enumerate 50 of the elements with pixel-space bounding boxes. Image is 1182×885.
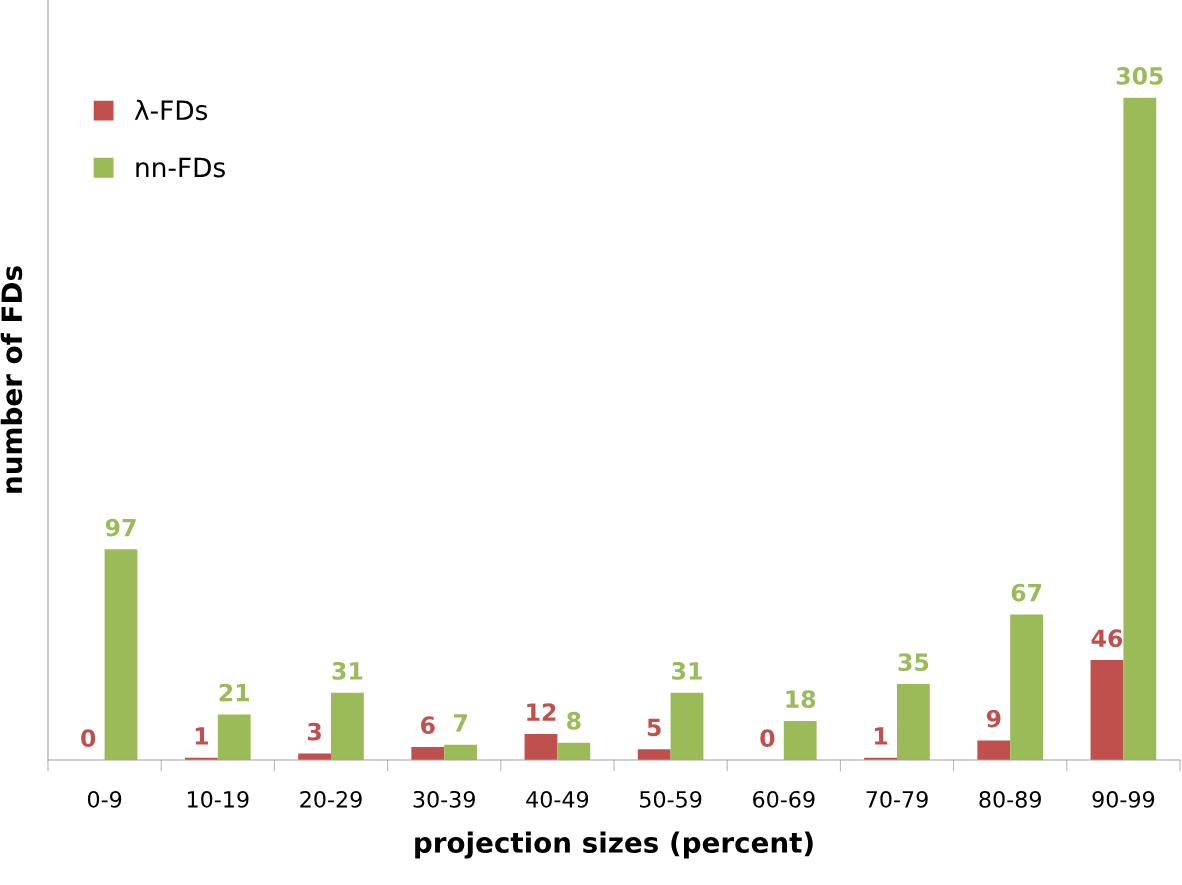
x-tick-label: 20-29	[300, 790, 362, 808]
x-tick-label: 90-99	[1092, 790, 1155, 808]
x-tick-label: 40-49	[526, 790, 589, 808]
bar	[783, 720, 817, 760]
bar	[1010, 614, 1044, 760]
legend-label: nn-FDs	[136, 157, 225, 178]
data-label: 97	[105, 518, 136, 537]
data-label: 1	[875, 727, 888, 745]
bar	[1123, 97, 1157, 760]
data-label: 31	[332, 661, 363, 680]
x-tick-label: 10-19	[187, 790, 249, 808]
x-tick-label: 80-89	[979, 790, 1041, 808]
x-tick-label: 70-79	[866, 790, 928, 808]
data-label: 305	[1116, 66, 1163, 85]
bar	[411, 746, 445, 760]
data-label: 18	[786, 690, 816, 709]
data-label: 9	[986, 709, 1001, 728]
bar	[524, 733, 558, 760]
data-label: 8	[567, 711, 581, 730]
data-label: 1	[195, 727, 208, 745]
bar	[637, 749, 671, 760]
data-label: 0	[81, 729, 96, 748]
x-axis-title: projection sizes (percent)	[415, 831, 813, 859]
data-label: 7	[453, 714, 467, 732]
bar	[1090, 660, 1124, 760]
x-tick-label: 50-59	[640, 790, 702, 808]
bar	[977, 740, 1011, 760]
bar	[217, 714, 251, 760]
x-tick-label: 60-69	[753, 790, 815, 808]
data-label: 46	[1091, 629, 1123, 648]
data-label: 12	[527, 703, 556, 721]
bar	[104, 549, 138, 760]
bar	[897, 684, 930, 760]
data-label: 67	[1011, 583, 1042, 602]
legend-label: λ-FDs	[134, 99, 208, 121]
data-label: 21	[219, 683, 250, 702]
data-label: 3	[307, 722, 321, 741]
data-label: 31	[672, 661, 702, 680]
bar	[298, 753, 331, 760]
bar	[557, 742, 591, 760]
bar	[331, 692, 364, 760]
bar	[670, 692, 704, 760]
bar	[444, 744, 478, 760]
data-label: 35	[898, 653, 929, 672]
data-label: 6	[421, 716, 435, 735]
data-label: 0	[760, 729, 775, 748]
y-axis-title: number of FDs	[0, 266, 23, 493]
x-tick-label: 0-9	[87, 790, 122, 808]
x-tick-label: 30-39	[413, 790, 475, 808]
data-label: 5	[647, 718, 661, 737]
